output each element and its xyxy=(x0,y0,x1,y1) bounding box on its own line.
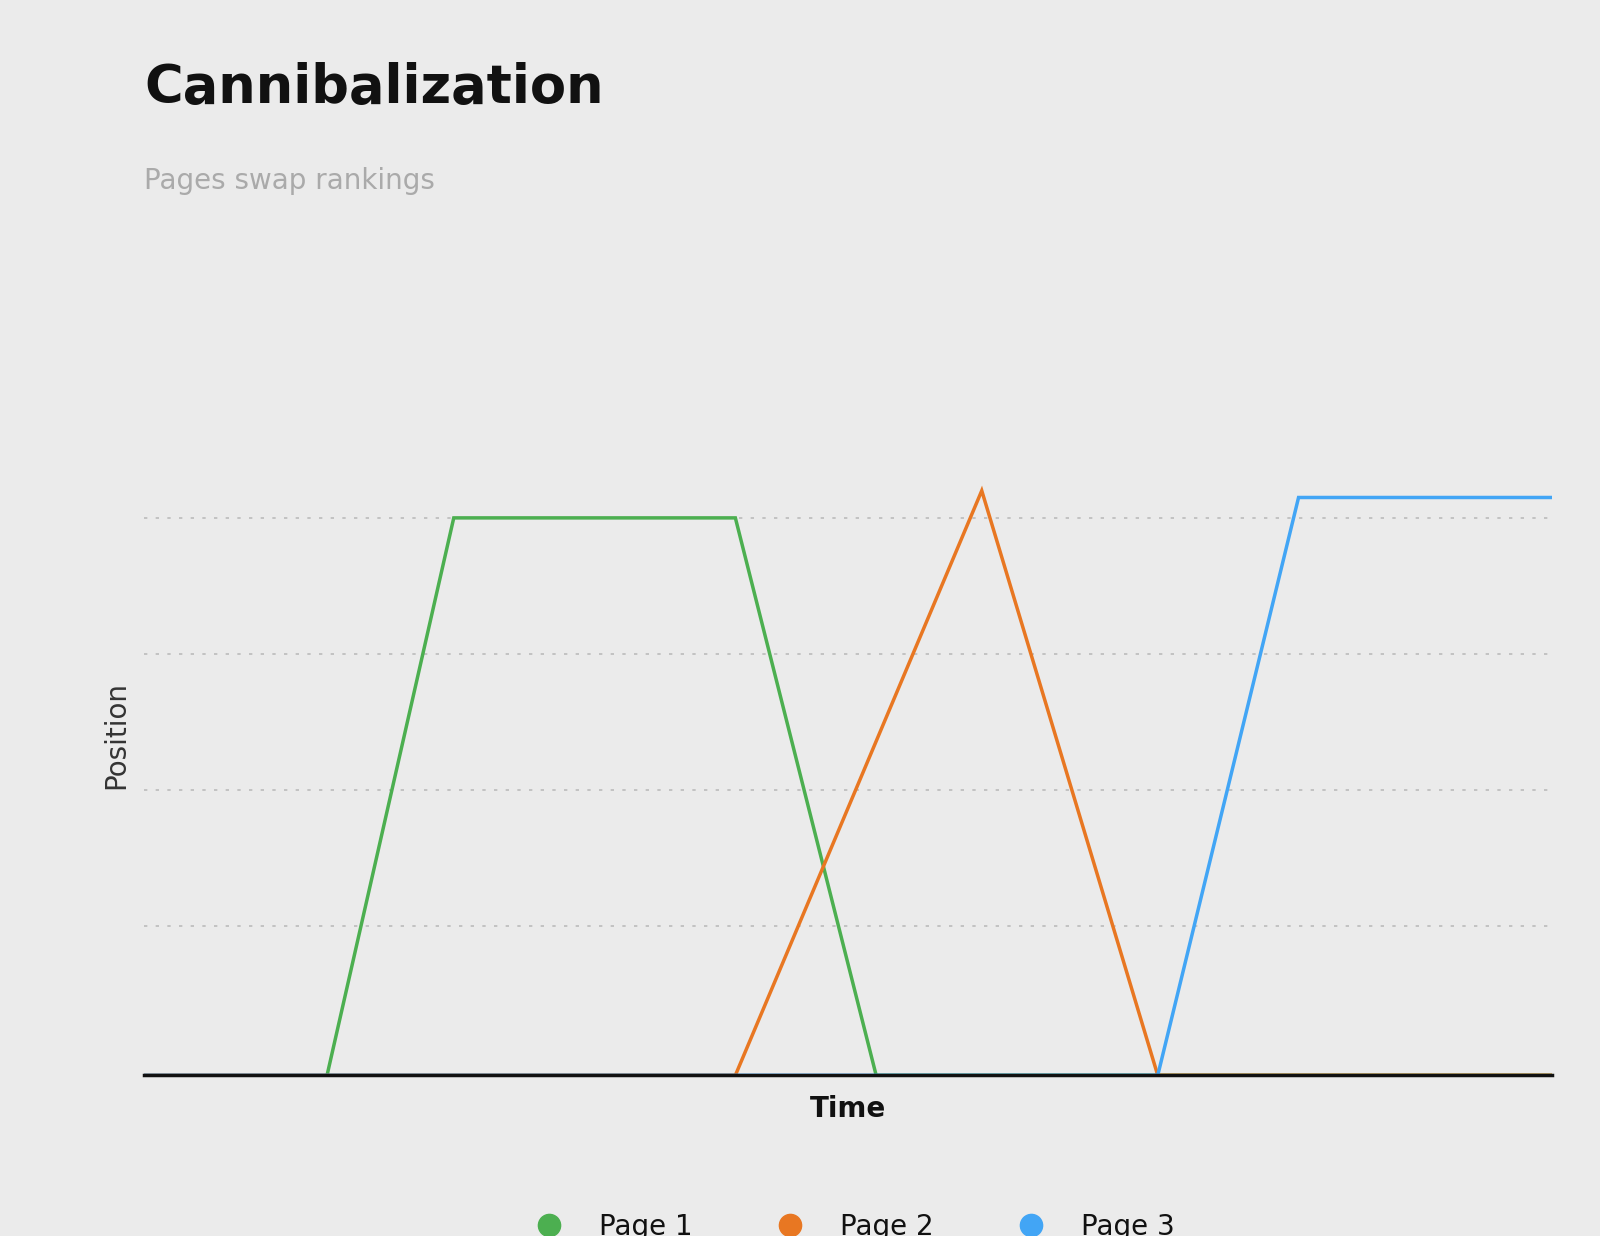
Y-axis label: Position: Position xyxy=(102,681,130,790)
Text: Pages swap rankings: Pages swap rankings xyxy=(144,167,435,195)
Text: Cannibalization: Cannibalization xyxy=(144,62,603,114)
X-axis label: Time: Time xyxy=(810,1095,886,1122)
Legend: Page 1, Page 2, Page 3: Page 1, Page 2, Page 3 xyxy=(510,1201,1186,1236)
